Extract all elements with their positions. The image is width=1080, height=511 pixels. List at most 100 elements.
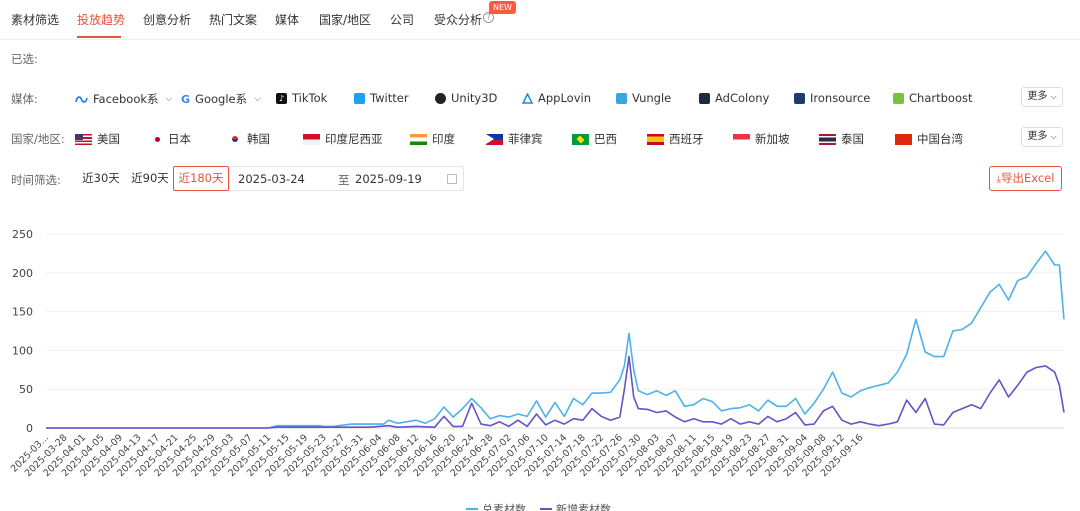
media-chartboost[interactable]: Chartboost <box>893 91 972 105</box>
trend-line-chart: 0501001502002502025-03...2025-03-282025-… <box>9 228 1065 511</box>
download-icon: ⤓ <box>996 174 1001 185</box>
media-item-label: Vungle <box>632 91 672 105</box>
media-twitter[interactable]: Twitter <box>354 91 409 105</box>
date-range-picker[interactable]: 2025-03-24 至 2025-09-19 <box>229 166 464 191</box>
media-item-label: Unity3D <box>451 91 498 105</box>
media-vungle[interactable]: Vungle <box>616 91 671 105</box>
media-item-label: TikTok <box>292 91 328 105</box>
y-tick-label: 100 <box>12 344 33 357</box>
country-item-label: 美国 <box>97 132 120 146</box>
tab-audience-analysis[interactable]: 受众分析 <box>434 13 483 27</box>
google-icon: G <box>181 92 191 106</box>
flag-tw-icon <box>895 133 912 145</box>
tab-company[interactable]: 公司 <box>390 13 415 27</box>
media-tiktok[interactable]: ♪ TikTok <box>276 91 327 105</box>
range-180-days-button[interactable]: 近180天 <box>173 166 229 191</box>
flag-th-icon <box>819 133 836 145</box>
media-unity3d[interactable]: Unity3D <box>435 91 497 105</box>
y-tick-label: 50 <box>19 383 33 396</box>
meta-icon <box>75 95 88 103</box>
range-30-days-button[interactable]: 近30天 <box>82 171 120 185</box>
calendar-icon <box>447 174 457 184</box>
ironsource-icon <box>794 92 805 104</box>
country-in[interactable]: 印度 <box>410 131 455 147</box>
tab-creative-analysis[interactable]: 创意分析 <box>143 13 192 27</box>
active-tab-indicator <box>77 36 121 38</box>
country-row-label: 国家/地区: <box>11 132 65 146</box>
start-date-input[interactable]: 2025-03-24 <box>238 172 305 186</box>
media-facebook[interactable]: Facebook系 ⌵ <box>75 91 172 107</box>
media-item-label: Facebook系 <box>93 92 159 106</box>
tab-media[interactable]: 媒体 <box>275 13 300 27</box>
end-date-input[interactable]: 2025-09-19 <box>355 172 422 186</box>
y-tick-label: 0 <box>26 422 33 435</box>
media-ironsource[interactable]: Ironsource <box>794 91 870 105</box>
flag-us-icon <box>75 133 92 145</box>
media-item-label: Twitter <box>370 91 409 105</box>
tiktok-icon: ♪ <box>276 92 287 104</box>
country-es[interactable]: 西班牙 <box>647 131 704 147</box>
applovin-icon <box>522 92 533 104</box>
help-icon[interactable]: ? <box>483 12 494 23</box>
flag-in-icon <box>410 133 427 145</box>
country-more-button[interactable]: 更多 ⌵ <box>1021 127 1063 147</box>
country-tw[interactable]: 中国台湾 <box>895 131 963 147</box>
media-applovin[interactable]: AppLovin <box>522 91 591 105</box>
more-label: 更多 <box>1027 91 1048 102</box>
country-ph[interactable]: 菲律宾 <box>486 131 543 147</box>
flag-br-icon <box>572 133 589 145</box>
country-us[interactable]: 美国 <box>75 131 120 147</box>
y-tick-label: 150 <box>12 306 33 319</box>
export-excel-button[interactable]: ⤓导出Excel <box>989 166 1062 191</box>
media-more-button[interactable]: 更多 ⌵ <box>1021 87 1063 107</box>
chevron-down-icon: ⌵ <box>254 94 261 104</box>
export-label: 导出Excel <box>1000 171 1055 185</box>
chevron-down-icon: ⌵ <box>1050 92 1057 101</box>
media-item-label: Ironsource <box>810 91 871 105</box>
tab-hot-copy[interactable]: 热门文案 <box>209 13 258 27</box>
country-sg[interactable]: 新加坡 <box>733 131 790 147</box>
chevron-down-icon: ⌵ <box>165 94 173 104</box>
media-item-label: Google系 <box>195 92 248 106</box>
media-row-label: 媒体: <box>11 92 38 106</box>
tab-delivery-trend[interactable]: 投放趋势 <box>77 13 126 27</box>
country-th[interactable]: 泰国 <box>819 131 864 147</box>
country-id[interactable]: 印度尼西亚 <box>303 131 383 147</box>
chevron-down-icon: ⌵ <box>1050 132 1057 141</box>
chartboost-icon <box>893 92 904 104</box>
y-tick-label: 250 <box>12 228 33 241</box>
country-item-label: 印度 <box>432 132 455 146</box>
flag-es-icon <box>647 133 664 145</box>
legend-label: 总素材数 <box>482 502 526 511</box>
range-90-days-button[interactable]: 近90天 <box>131 171 169 185</box>
country-item-label: 中国台湾 <box>917 132 963 146</box>
tab-bar: 素材筛选 投放趋势 创意分析 热门文案 媒体 国家/地区 公司 受众分析 ? N… <box>0 0 1080 40</box>
media-item-label: Chartboost <box>909 91 973 105</box>
new-badge: NEW <box>489 1 516 14</box>
media-google[interactable]: G Google系 ⌵ <box>181 91 261 107</box>
y-tick-label: 200 <box>12 267 33 280</box>
country-kr[interactable]: 韩国 <box>228 131 270 147</box>
media-adcolony[interactable]: AdColony <box>699 91 769 105</box>
tab-country-region[interactable]: 国家/地区 <box>319 13 372 27</box>
media-item-label: AppLovin <box>538 91 591 105</box>
date-separator: 至 <box>338 173 350 187</box>
flag-kr-icon <box>228 133 242 145</box>
country-item-label: 巴西 <box>594 132 617 146</box>
country-item-label: 菲律宾 <box>508 132 543 146</box>
tab-material-filter[interactable]: 素材筛选 <box>11 13 60 27</box>
unity-icon <box>435 92 446 104</box>
country-item-label: 新加坡 <box>755 132 790 146</box>
flag-ph-icon <box>486 133 503 145</box>
legend-label: 新增素材数 <box>556 502 611 511</box>
country-br[interactable]: 巴西 <box>572 131 617 147</box>
selected-label: 已选: <box>11 52 38 66</box>
country-jp[interactable]: 日本 <box>152 131 191 147</box>
flag-id-icon <box>303 133 320 145</box>
country-item-label: 印度尼西亚 <box>325 132 383 146</box>
more-label: 更多 <box>1027 131 1048 142</box>
series-line <box>46 250 1065 429</box>
flag-jp-icon <box>152 133 163 145</box>
country-item-label: 韩国 <box>247 132 270 146</box>
country-item-label: 日本 <box>168 132 191 146</box>
